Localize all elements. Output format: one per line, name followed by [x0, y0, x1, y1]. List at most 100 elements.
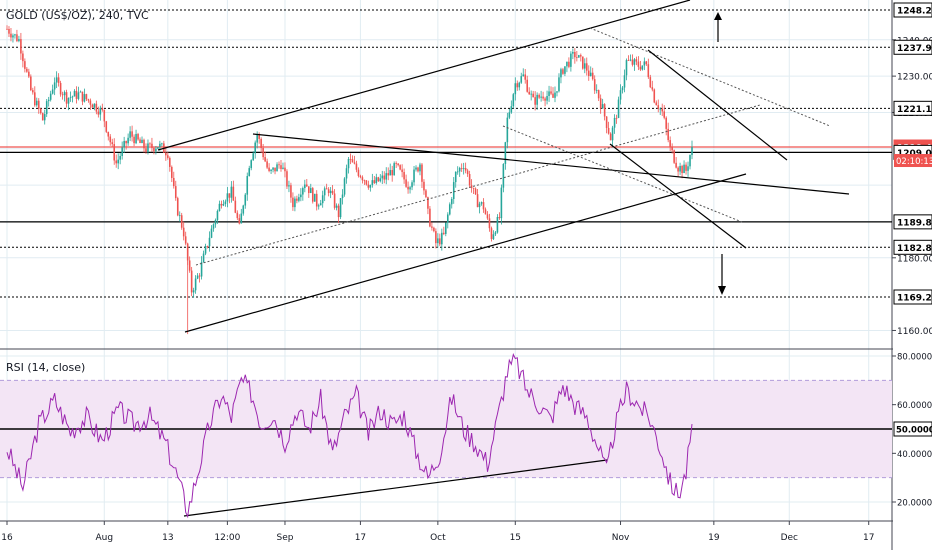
time-axis-tick-label: Sep [276, 533, 293, 543]
candle-body [292, 197, 294, 208]
rsi-axis-tick-label: 80.0000 [897, 353, 932, 363]
dotted-resistance-trendline [589, 27, 831, 127]
candle-body [8, 29, 10, 34]
candle-body [514, 83, 517, 95]
candle-body [556, 91, 558, 93]
candle-body [345, 168, 348, 179]
arrow-down-icon [718, 286, 726, 295]
candle-body [522, 74, 525, 77]
candle-body [417, 167, 419, 172]
candle-body [317, 205, 320, 207]
candle-body [649, 77, 652, 88]
candle-body [665, 117, 667, 129]
candle-body [613, 117, 616, 128]
candle-body [53, 82, 56, 90]
price-level-box [893, 100, 932, 116]
candle-body [178, 215, 181, 217]
candle-body [542, 96, 544, 99]
candle-body [306, 184, 308, 187]
candle-body [91, 104, 94, 108]
candle-body [566, 61, 568, 67]
candle-body [431, 226, 433, 228]
candle-body [75, 90, 78, 99]
candle-body [456, 171, 459, 173]
candle-body [605, 116, 608, 128]
candle-body [480, 202, 483, 204]
candle-body [490, 228, 493, 240]
candle-body [653, 89, 656, 103]
candle-body [617, 99, 620, 118]
candle-body [55, 77, 58, 83]
candle-body [41, 113, 44, 121]
candle-body [149, 143, 151, 145]
candle-body [65, 92, 68, 104]
candle-body [105, 121, 108, 132]
candle-body [276, 164, 278, 172]
candle-body [554, 92, 556, 98]
candle-body [280, 165, 282, 169]
candle-body [35, 100, 38, 106]
candle-body [180, 215, 183, 228]
candle-body [24, 61, 26, 69]
candle-body [214, 220, 217, 225]
candle-body [83, 94, 86, 102]
candle-body [186, 243, 189, 261]
candle-body [93, 103, 96, 108]
candle-body [337, 205, 340, 218]
dotted-lower-trendline [502, 125, 743, 223]
candle-body [377, 177, 380, 182]
candle-body [131, 131, 133, 137]
wedge-upper-trendline [647, 49, 788, 161]
rsi-axis-tick-label: 20.0000 [897, 499, 932, 509]
candle-body [423, 181, 425, 191]
arrow-up-icon [714, 12, 722, 20]
candle-body [270, 169, 272, 171]
candle-body [536, 94, 538, 105]
candle-body [202, 253, 205, 263]
candle-body [375, 177, 378, 184]
time-axis-tick-label: 13 [162, 533, 173, 543]
price-axis-bg [893, 0, 932, 550]
candle-body [268, 167, 270, 171]
candle-body [59, 82, 62, 95]
countdown-label: 02:10:13 [896, 157, 932, 167]
time-axis-tick-label: Nov [612, 533, 630, 543]
candle-body [77, 92, 80, 99]
candle-body [22, 53, 24, 62]
candle-body [637, 61, 640, 67]
candle-body [518, 82, 521, 88]
candle-body [389, 170, 392, 176]
candle-body [206, 246, 209, 247]
candle-body [141, 139, 143, 144]
candle-body [363, 180, 366, 182]
candle-body [470, 185, 473, 188]
candle-body [369, 185, 372, 188]
candle-body [486, 214, 489, 219]
rsi-title: RSI (14, close) [6, 361, 86, 374]
candle-body [349, 158, 352, 160]
candle-body [32, 90, 34, 93]
candle-body [689, 155, 691, 167]
candle-body [681, 165, 683, 174]
candle-body [474, 188, 477, 195]
candle-body [627, 60, 630, 61]
candle-body [395, 163, 397, 164]
candle-body [288, 185, 290, 187]
candle-body [500, 187, 503, 219]
candle-body [264, 157, 266, 162]
candle-body [300, 194, 302, 198]
candle-body [123, 141, 125, 148]
candle-body [387, 173, 390, 176]
candle-body [452, 182, 455, 200]
candle-body [49, 93, 52, 100]
candle-body [258, 134, 260, 139]
candle-body [524, 74, 527, 80]
candle-body [315, 193, 318, 207]
candle-body [135, 134, 137, 144]
candle-body [671, 146, 673, 151]
time-axis-tick-label: 17 [863, 533, 874, 543]
candle-body [236, 212, 239, 219]
candle-body [359, 175, 362, 178]
